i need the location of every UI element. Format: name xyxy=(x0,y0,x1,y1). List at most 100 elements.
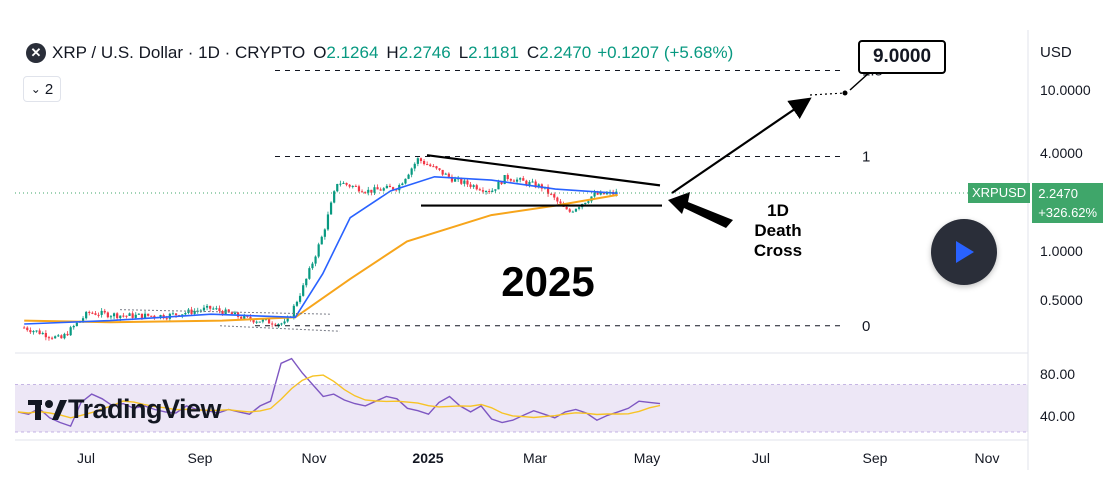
candle-body xyxy=(23,327,26,329)
candle-body xyxy=(109,316,113,318)
death-cross-label: Cross xyxy=(754,241,802,260)
candle-body xyxy=(553,194,556,198)
candle-body xyxy=(333,191,336,203)
candle-body xyxy=(345,182,348,185)
time-axis-label: Jul xyxy=(752,450,770,466)
symbol-title[interactable]: XRP / U.S. Dollar · 1D · CRYPTO xyxy=(52,43,306,62)
time-axis-label: Nov xyxy=(975,450,1000,466)
candle-body xyxy=(215,308,218,310)
fib-level-label: 1 xyxy=(862,148,870,165)
candle-body xyxy=(271,323,274,325)
candle-body xyxy=(376,187,379,190)
candle-body xyxy=(252,319,255,323)
current-price-tag: XRPUSD 2.2470 +326.62% xyxy=(968,183,1104,223)
candle-body xyxy=(401,183,404,186)
time-axis-label: Sep xyxy=(188,450,213,466)
candle-body xyxy=(379,189,382,191)
candle-body xyxy=(469,184,472,187)
open-value: 2.1264 xyxy=(326,43,379,62)
play-icon xyxy=(956,241,974,263)
candle-body xyxy=(407,174,410,179)
candle-body xyxy=(488,191,491,193)
candle-body xyxy=(550,193,553,195)
open-label: O xyxy=(313,43,327,62)
candle-body xyxy=(88,311,91,313)
candle-body xyxy=(240,316,243,319)
candle-body xyxy=(305,278,308,286)
candle-body xyxy=(75,322,78,326)
candle-body xyxy=(426,164,429,166)
time-axis-label: May xyxy=(634,450,660,466)
candle-body xyxy=(522,178,525,181)
candle-body xyxy=(94,313,97,315)
candle-body xyxy=(165,318,168,320)
indicator-count: 2 xyxy=(44,80,54,98)
candle-body xyxy=(119,315,122,319)
candle-body xyxy=(122,315,125,317)
candle-body xyxy=(475,185,478,190)
candle-body xyxy=(432,166,435,168)
candle-body xyxy=(596,192,599,195)
candle-body xyxy=(150,315,153,317)
high-label: H xyxy=(386,43,399,62)
candle-body xyxy=(57,335,60,337)
death-cross-label: Death xyxy=(754,221,801,240)
candle-body xyxy=(500,181,503,185)
candle-body xyxy=(422,161,426,165)
candle-body xyxy=(546,186,550,194)
candle-body xyxy=(171,313,175,315)
time-axis-label: Sep xyxy=(863,450,888,466)
tradingview-mark-icon xyxy=(28,399,67,420)
low-label: L xyxy=(458,43,469,62)
candle-body xyxy=(364,192,367,194)
candle-body xyxy=(44,333,47,338)
price-scale-label: 0.5000 xyxy=(1040,292,1083,308)
candle-body xyxy=(351,185,354,187)
play-button[interactable] xyxy=(931,219,997,285)
candle-body xyxy=(503,175,506,185)
candle-body xyxy=(147,313,150,316)
currency-label[interactable]: USD xyxy=(1040,44,1072,61)
candle-body xyxy=(212,308,215,310)
candle-body xyxy=(85,311,88,319)
candle-body xyxy=(565,206,568,210)
rsi-scale-label: 40.00 xyxy=(1040,408,1075,424)
candle-body xyxy=(106,312,109,318)
candle-body xyxy=(280,323,283,325)
candle-body xyxy=(295,301,299,306)
price-tag-symbol: XRPUSD xyxy=(968,183,1031,203)
candle-body xyxy=(466,180,469,185)
chevron-down-icon: ⌄ xyxy=(30,82,41,96)
indicators-toggle-button[interactable]: ⌄ 2 xyxy=(23,76,61,102)
candle-body xyxy=(292,305,295,317)
candle-body xyxy=(453,179,457,182)
candle-body xyxy=(326,214,330,230)
candle-body xyxy=(32,331,35,333)
candle-body xyxy=(230,312,233,315)
candle-body xyxy=(143,313,147,319)
price-tag-price: 2.2470 xyxy=(1038,186,1078,201)
candle-body xyxy=(515,179,519,182)
price-scale-label: 10.0000 xyxy=(1040,82,1091,98)
fib-level-label: 0 xyxy=(862,318,870,335)
candle-body xyxy=(413,163,416,169)
candle-body xyxy=(373,187,376,193)
candle-body xyxy=(584,202,587,204)
candle-body xyxy=(463,180,466,184)
candle-body xyxy=(577,207,581,209)
close-value: 2.2470 xyxy=(539,43,592,62)
candle-body xyxy=(159,314,162,319)
candle-body xyxy=(35,330,38,332)
high-value: 2.2746 xyxy=(398,43,451,62)
candle-body xyxy=(314,256,317,264)
candle-body xyxy=(531,181,534,183)
candle-body xyxy=(134,314,137,318)
candle-body xyxy=(47,337,51,339)
candle-body xyxy=(323,229,326,237)
price-target-box: 9.0000 xyxy=(858,40,946,74)
candle-body xyxy=(367,189,370,193)
candle-body xyxy=(227,309,230,313)
candle-body xyxy=(599,191,602,195)
target-point xyxy=(842,90,848,96)
